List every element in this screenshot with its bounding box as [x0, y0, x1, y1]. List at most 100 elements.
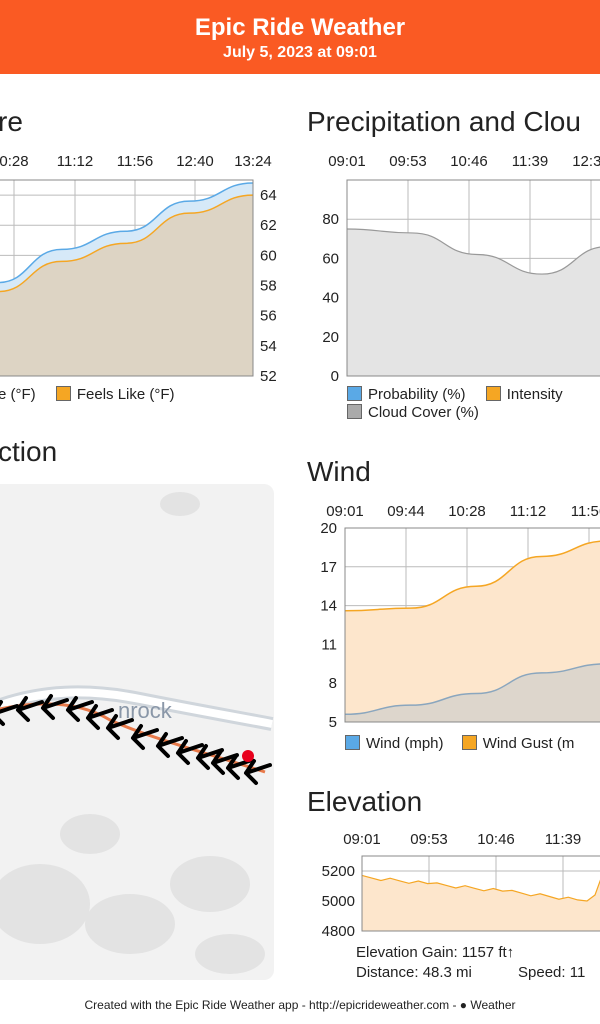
temperature-line: [0, 182, 254, 284]
elevation-x-tick: 11:39: [545, 831, 581, 848]
legend-probability: Probability (%): [347, 386, 466, 403]
temperature-y-tick: 62: [260, 217, 277, 234]
cloud-cover-area: [347, 229, 600, 376]
elevation-x-tick: 09:01: [343, 831, 381, 848]
precipitation-x-tick: 11:39: [512, 153, 548, 170]
wind-speed-line: [344, 663, 600, 715]
temperature-x-tick: 0:28: [0, 153, 29, 170]
wind-arrow: [86, 704, 114, 730]
wind-chart: 09:01 09:44 10:28 11:12 11:56 20 17 14 11 8 5: [320, 503, 600, 731]
wind-y-tick: 17: [320, 559, 337, 576]
wind-x-tick: 09:01: [326, 503, 364, 520]
wind-arrow: [41, 694, 69, 720]
apple-logo-icon: ●: [459, 998, 468, 1012]
temperature-y-tick: 64: [260, 187, 277, 204]
elevation-line: [361, 874, 600, 902]
cloud-cover-line: [346, 228, 600, 275]
legend-wind: Wind (mph): [345, 735, 444, 752]
temperature-title: re: [0, 106, 23, 137]
precipitation-chart: 09:01 09:53 10:46 11:39 12:31 80 60 40 20 0: [322, 153, 600, 385]
ride-datetime: July 5, 2023 at 09:01: [223, 44, 377, 61]
precipitation-y-tick: 0: [331, 368, 339, 385]
elevation-area: [362, 875, 600, 931]
precipitation-legend: Probability (%) Intensity Cloud Cover (%…: [347, 386, 563, 422]
current-position-marker: [242, 750, 254, 762]
precipitation-y-tick: 80: [322, 211, 339, 228]
temperature-legend: e (°F) Feels Like (°F): [0, 386, 175, 403]
elevation-y-tick: 5200: [322, 863, 355, 880]
legend-intensity: Intensity: [485, 386, 563, 403]
precipitation-x-tick: 10:46: [450, 153, 488, 170]
temperature-y-tick: 58: [260, 278, 277, 295]
wind-y-tick: 5: [329, 714, 337, 731]
precipitation-x-tick: 09:53: [389, 153, 427, 170]
elevation-panel: Elevation 09:01 09:53 10:46 11:39 5200 5000 4…: [305, 780, 600, 990]
wind-panel: Wind 09:01 09:44 10:28 11:12 11:56 20 17 14 11 8…: [305, 450, 600, 760]
temperature-x-tick: 11:12: [57, 153, 93, 170]
wind-legend: Wind (mph) Wind Gust (m: [345, 735, 574, 752]
temperature-x-tick: 11:56: [117, 153, 153, 170]
temperature-x-tick: 13:24: [234, 153, 272, 170]
precipitation-y-tick: 60: [322, 250, 339, 267]
wind-arrow: [106, 714, 134, 740]
elevation-chart: 09:01 09:53 10:46 11:39 5200 5000 4800: [322, 831, 600, 940]
elevation-y-tick: 4800: [322, 923, 355, 940]
temperature-plot-frame: [0, 179, 254, 377]
map-place-label: nrock: [118, 698, 173, 723]
map-panel: ction nrock: [0, 430, 300, 990]
elevation-x-tick: 09:53: [410, 831, 448, 848]
wind-y-tick: 20: [320, 520, 337, 537]
temperature-x-tick: 12:40: [176, 153, 214, 170]
temperature-y-tick: 54: [260, 338, 277, 355]
wind-plot-frame: [344, 527, 600, 723]
wind-gust-line: [344, 540, 600, 612]
temperature-chart: 0:28 11:12 11:56 12:40 13:24 64 62 60 58 56 54 52: [0, 153, 277, 385]
feels-like-area: [0, 195, 253, 376]
wind-speed-area: [345, 664, 600, 722]
precipitation-y-tick: 20: [322, 329, 339, 346]
precipitation-x-tick: 12:31: [572, 153, 600, 170]
wind-x-tick: 10:28: [448, 503, 486, 520]
wind-arrow: [176, 739, 204, 765]
footer-link[interactable]: http://epicrideweather.com: [309, 998, 450, 1012]
precipitation-title: Precipitation and Clou: [307, 106, 581, 137]
precipitation-panel: Precipitation and Clou 09:01 09:53 10:46 11…: [305, 100, 600, 430]
feels-like-line: [0, 194, 254, 293]
elevation-gain: Elevation Gain: 1157 ft↑: [356, 944, 515, 961]
elevation-title: Elevation: [307, 786, 423, 817]
temperature-panel: re 0:28 11:12 11:56 12:40 13:24 64 62 60 58 56 54…: [0, 100, 300, 420]
wind-x-tick: 11:12: [510, 503, 546, 520]
legend-feels-like: Feels Like (°F): [55, 386, 175, 403]
wind-arrow: [16, 696, 44, 722]
wind-arrow: [66, 696, 94, 722]
precipitation-x-tick: 09:01: [328, 153, 366, 170]
wind-y-tick: 8: [329, 675, 337, 692]
app-title: Epic Ride Weather: [194, 14, 406, 41]
wind-arrow: [244, 759, 272, 785]
wind-y-tick: 14: [320, 598, 337, 615]
map-terrain: [0, 492, 265, 974]
wind-arrow: [131, 724, 159, 750]
wind-title: Wind: [307, 456, 371, 487]
ride-speed: Speed: 11: [518, 964, 586, 981]
wind-y-tick: 11: [321, 636, 337, 653]
ride-distance: Distance: 48.3 mi: [356, 964, 472, 981]
map-road-inner: [0, 688, 273, 728]
legend-cloud-cover: Cloud Cover (%): [347, 404, 479, 421]
elevation-x-tick: 10:46: [477, 831, 515, 848]
map-title: ction: [0, 436, 58, 467]
precipitation-y-tick: 40: [322, 290, 339, 307]
wind-x-tick: 09:44: [387, 503, 425, 520]
temperature-y-tick: 56: [260, 308, 277, 325]
app-header: Epic Ride Weather July 5, 2023 at 09:01: [0, 0, 600, 74]
elevation-plot-frame: [361, 855, 600, 932]
elevation-y-tick: 5000: [322, 893, 355, 910]
route-map[interactable]: nrock: [0, 484, 300, 984]
legend-temperature: e (°F): [0, 386, 36, 403]
footer-credits: Created with the Epic Ride Weather app -…: [84, 998, 516, 1012]
wind-arrow: [0, 700, 19, 726]
wind-arrow: [156, 732, 184, 758]
wind-direction-arrows: [0, 694, 272, 785]
wind-x-tick: 11:56: [571, 503, 600, 520]
wind-arrow: [211, 749, 239, 775]
